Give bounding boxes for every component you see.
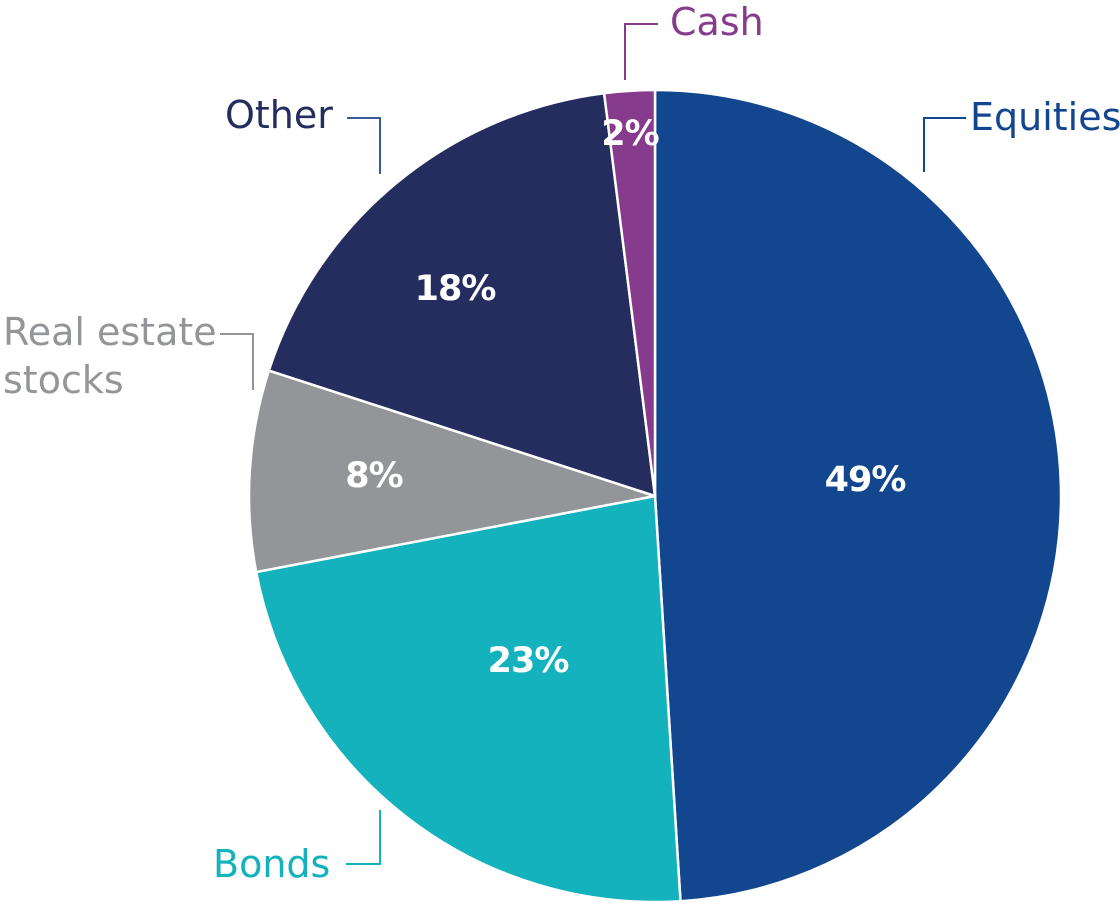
category-label-real-estate-stocks: Real estate stocks bbox=[3, 310, 217, 402]
slice-percent-real-estate-stocks: 8% bbox=[345, 456, 402, 496]
slice-percent-bonds: 23% bbox=[488, 641, 569, 681]
slice-percent-cash: 2% bbox=[601, 114, 658, 154]
pie-slice-cash bbox=[602, 88, 657, 498]
slice-percent-other: 18% bbox=[415, 269, 496, 309]
pie-slice-bonds bbox=[254, 494, 682, 904]
pie-slice-equities bbox=[653, 88, 1063, 903]
leader-line-equities bbox=[923, 117, 966, 172]
percentage-labels: 49% 23% 8% 18% 2% bbox=[345, 114, 906, 681]
leader-line-real-estate-stocks bbox=[220, 333, 254, 390]
pie-slice-other bbox=[267, 91, 657, 498]
category-label-bonds: Bonds bbox=[213, 842, 330, 886]
category-label-equities: Equities bbox=[970, 95, 1120, 139]
category-labels: Equities Bonds Real estate stocks Other Cash bbox=[3, 0, 1120, 886]
leader-line-cash bbox=[624, 23, 658, 80]
category-label-cash: Cash bbox=[670, 0, 764, 44]
pie-slices bbox=[247, 88, 1063, 904]
pie-slice-real-estate-stocks bbox=[247, 369, 657, 574]
leader-line-bonds bbox=[346, 810, 381, 865]
slice-percent-equities: 49% bbox=[825, 460, 906, 500]
leader-lines bbox=[220, 23, 966, 865]
category-label-other: Other bbox=[225, 93, 333, 137]
leader-line-other bbox=[347, 117, 381, 174]
